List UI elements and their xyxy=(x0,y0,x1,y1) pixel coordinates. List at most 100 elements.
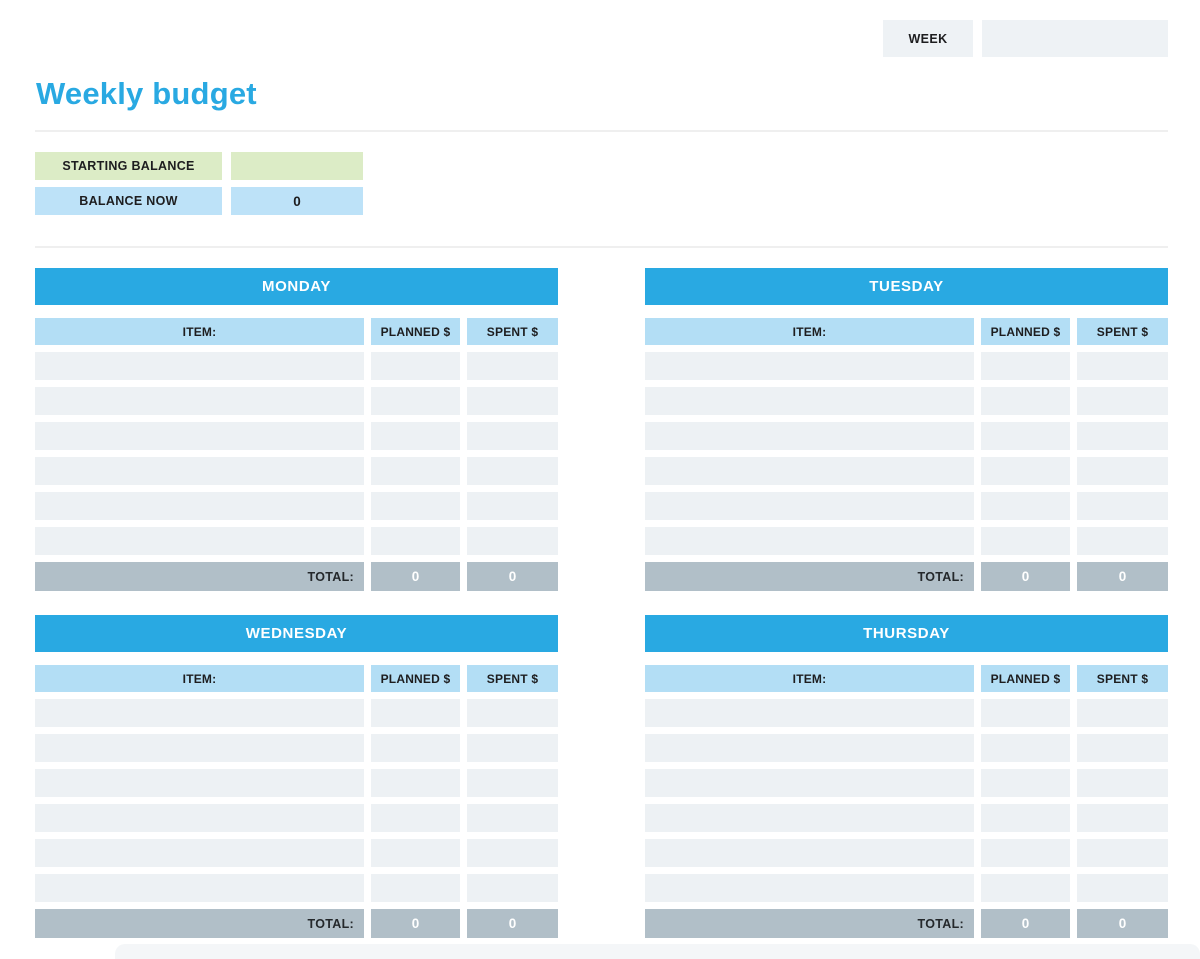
item-cell[interactable] xyxy=(645,352,974,380)
total-planned-value: 0 xyxy=(371,562,460,591)
item-row xyxy=(645,874,1168,902)
planned-cell[interactable] xyxy=(371,457,460,485)
total-label: TOTAL: xyxy=(645,909,974,938)
item-cell[interactable] xyxy=(645,699,974,727)
spent-cell[interactable] xyxy=(467,839,558,867)
week-value-cell[interactable] xyxy=(982,20,1168,57)
starting-balance-value-cell[interactable] xyxy=(231,152,363,180)
item-row xyxy=(35,699,558,727)
spent-cell[interactable] xyxy=(467,387,558,415)
planned-cell[interactable] xyxy=(371,804,460,832)
item-cell[interactable] xyxy=(645,387,974,415)
spent-cell[interactable] xyxy=(467,527,558,555)
item-row xyxy=(35,422,558,450)
item-cell[interactable] xyxy=(645,734,974,762)
item-row xyxy=(35,457,558,485)
column-header-row: ITEM: PLANNED $ SPENT $ xyxy=(35,665,558,692)
planned-cell[interactable] xyxy=(371,769,460,797)
planned-cell[interactable] xyxy=(371,874,460,902)
planned-cell[interactable] xyxy=(371,352,460,380)
planned-cell[interactable] xyxy=(981,422,1070,450)
item-row xyxy=(35,769,558,797)
spent-cell[interactable] xyxy=(1077,492,1168,520)
day-title: WEDNESDAY xyxy=(245,625,348,642)
spent-cell[interactable] xyxy=(467,352,558,380)
spent-cell[interactable] xyxy=(1077,769,1168,797)
spent-cell[interactable] xyxy=(1077,734,1168,762)
item-row xyxy=(35,527,558,555)
balance-section: STARTING BALANCE BALANCE NOW 0 xyxy=(35,152,363,215)
item-cell[interactable] xyxy=(645,422,974,450)
spent-cell[interactable] xyxy=(1077,804,1168,832)
item-cell[interactable] xyxy=(35,352,364,380)
item-rows xyxy=(645,699,1168,902)
planned-cell[interactable] xyxy=(981,839,1070,867)
planned-cell[interactable] xyxy=(981,874,1070,902)
total-row: TOTAL: 0 0 xyxy=(645,562,1168,591)
item-cell[interactable] xyxy=(35,422,364,450)
day-table-monday: MONDAY ITEM: PLANNED $ SPENT $ TOTAL: 0 … xyxy=(35,268,558,591)
item-cell[interactable] xyxy=(35,387,364,415)
spent-cell[interactable] xyxy=(1077,457,1168,485)
spent-cell[interactable] xyxy=(1077,874,1168,902)
planned-cell[interactable] xyxy=(981,527,1070,555)
planned-cell[interactable] xyxy=(981,699,1070,727)
planned-cell[interactable] xyxy=(981,769,1070,797)
divider-top xyxy=(35,130,1168,132)
planned-cell[interactable] xyxy=(981,457,1070,485)
item-cell[interactable] xyxy=(35,492,364,520)
day-header: MONDAY xyxy=(35,268,558,305)
spent-cell[interactable] xyxy=(1077,387,1168,415)
item-cell[interactable] xyxy=(35,699,364,727)
planned-cell[interactable] xyxy=(371,422,460,450)
item-cell[interactable] xyxy=(35,734,364,762)
item-cell[interactable] xyxy=(35,527,364,555)
planned-cell[interactable] xyxy=(371,699,460,727)
item-cell[interactable] xyxy=(645,874,974,902)
item-cell[interactable] xyxy=(35,457,364,485)
item-row xyxy=(645,804,1168,832)
spent-cell[interactable] xyxy=(1077,699,1168,727)
item-cell[interactable] xyxy=(35,804,364,832)
planned-cell[interactable] xyxy=(371,387,460,415)
spent-cell[interactable] xyxy=(467,804,558,832)
item-cell[interactable] xyxy=(35,839,364,867)
spent-cell[interactable] xyxy=(467,422,558,450)
planned-cell[interactable] xyxy=(371,839,460,867)
item-cell[interactable] xyxy=(645,769,974,797)
spent-cell[interactable] xyxy=(1077,422,1168,450)
item-cell[interactable] xyxy=(35,769,364,797)
item-row xyxy=(35,804,558,832)
item-cell[interactable] xyxy=(645,527,974,555)
spent-cell[interactable] xyxy=(467,699,558,727)
planned-cell[interactable] xyxy=(371,492,460,520)
day-table-thursday: THURSDAY ITEM: PLANNED $ SPENT $ TOTAL: … xyxy=(645,615,1168,938)
item-cell[interactable] xyxy=(645,804,974,832)
spent-cell[interactable] xyxy=(467,874,558,902)
day-header: TUESDAY xyxy=(645,268,1168,305)
spent-cell[interactable] xyxy=(467,769,558,797)
spent-cell[interactable] xyxy=(1077,527,1168,555)
planned-cell[interactable] xyxy=(981,492,1070,520)
total-row: TOTAL: 0 0 xyxy=(35,909,558,938)
item-cell[interactable] xyxy=(645,839,974,867)
planned-cell[interactable] xyxy=(981,804,1070,832)
item-cell[interactable] xyxy=(645,492,974,520)
spent-cell[interactable] xyxy=(1077,352,1168,380)
item-row xyxy=(645,387,1168,415)
day-header: WEDNESDAY xyxy=(35,615,558,652)
spent-cell[interactable] xyxy=(467,457,558,485)
planned-cell[interactable] xyxy=(371,734,460,762)
item-cell[interactable] xyxy=(35,874,364,902)
spent-cell[interactable] xyxy=(467,734,558,762)
item-row xyxy=(35,352,558,380)
planned-cell[interactable] xyxy=(981,734,1070,762)
item-cell[interactable] xyxy=(645,457,974,485)
spent-cell[interactable] xyxy=(467,492,558,520)
total-label: TOTAL: xyxy=(35,562,364,591)
planned-cell[interactable] xyxy=(371,527,460,555)
planned-cell[interactable] xyxy=(981,387,1070,415)
total-spent-value: 0 xyxy=(1077,909,1168,938)
spent-cell[interactable] xyxy=(1077,839,1168,867)
planned-cell[interactable] xyxy=(981,352,1070,380)
